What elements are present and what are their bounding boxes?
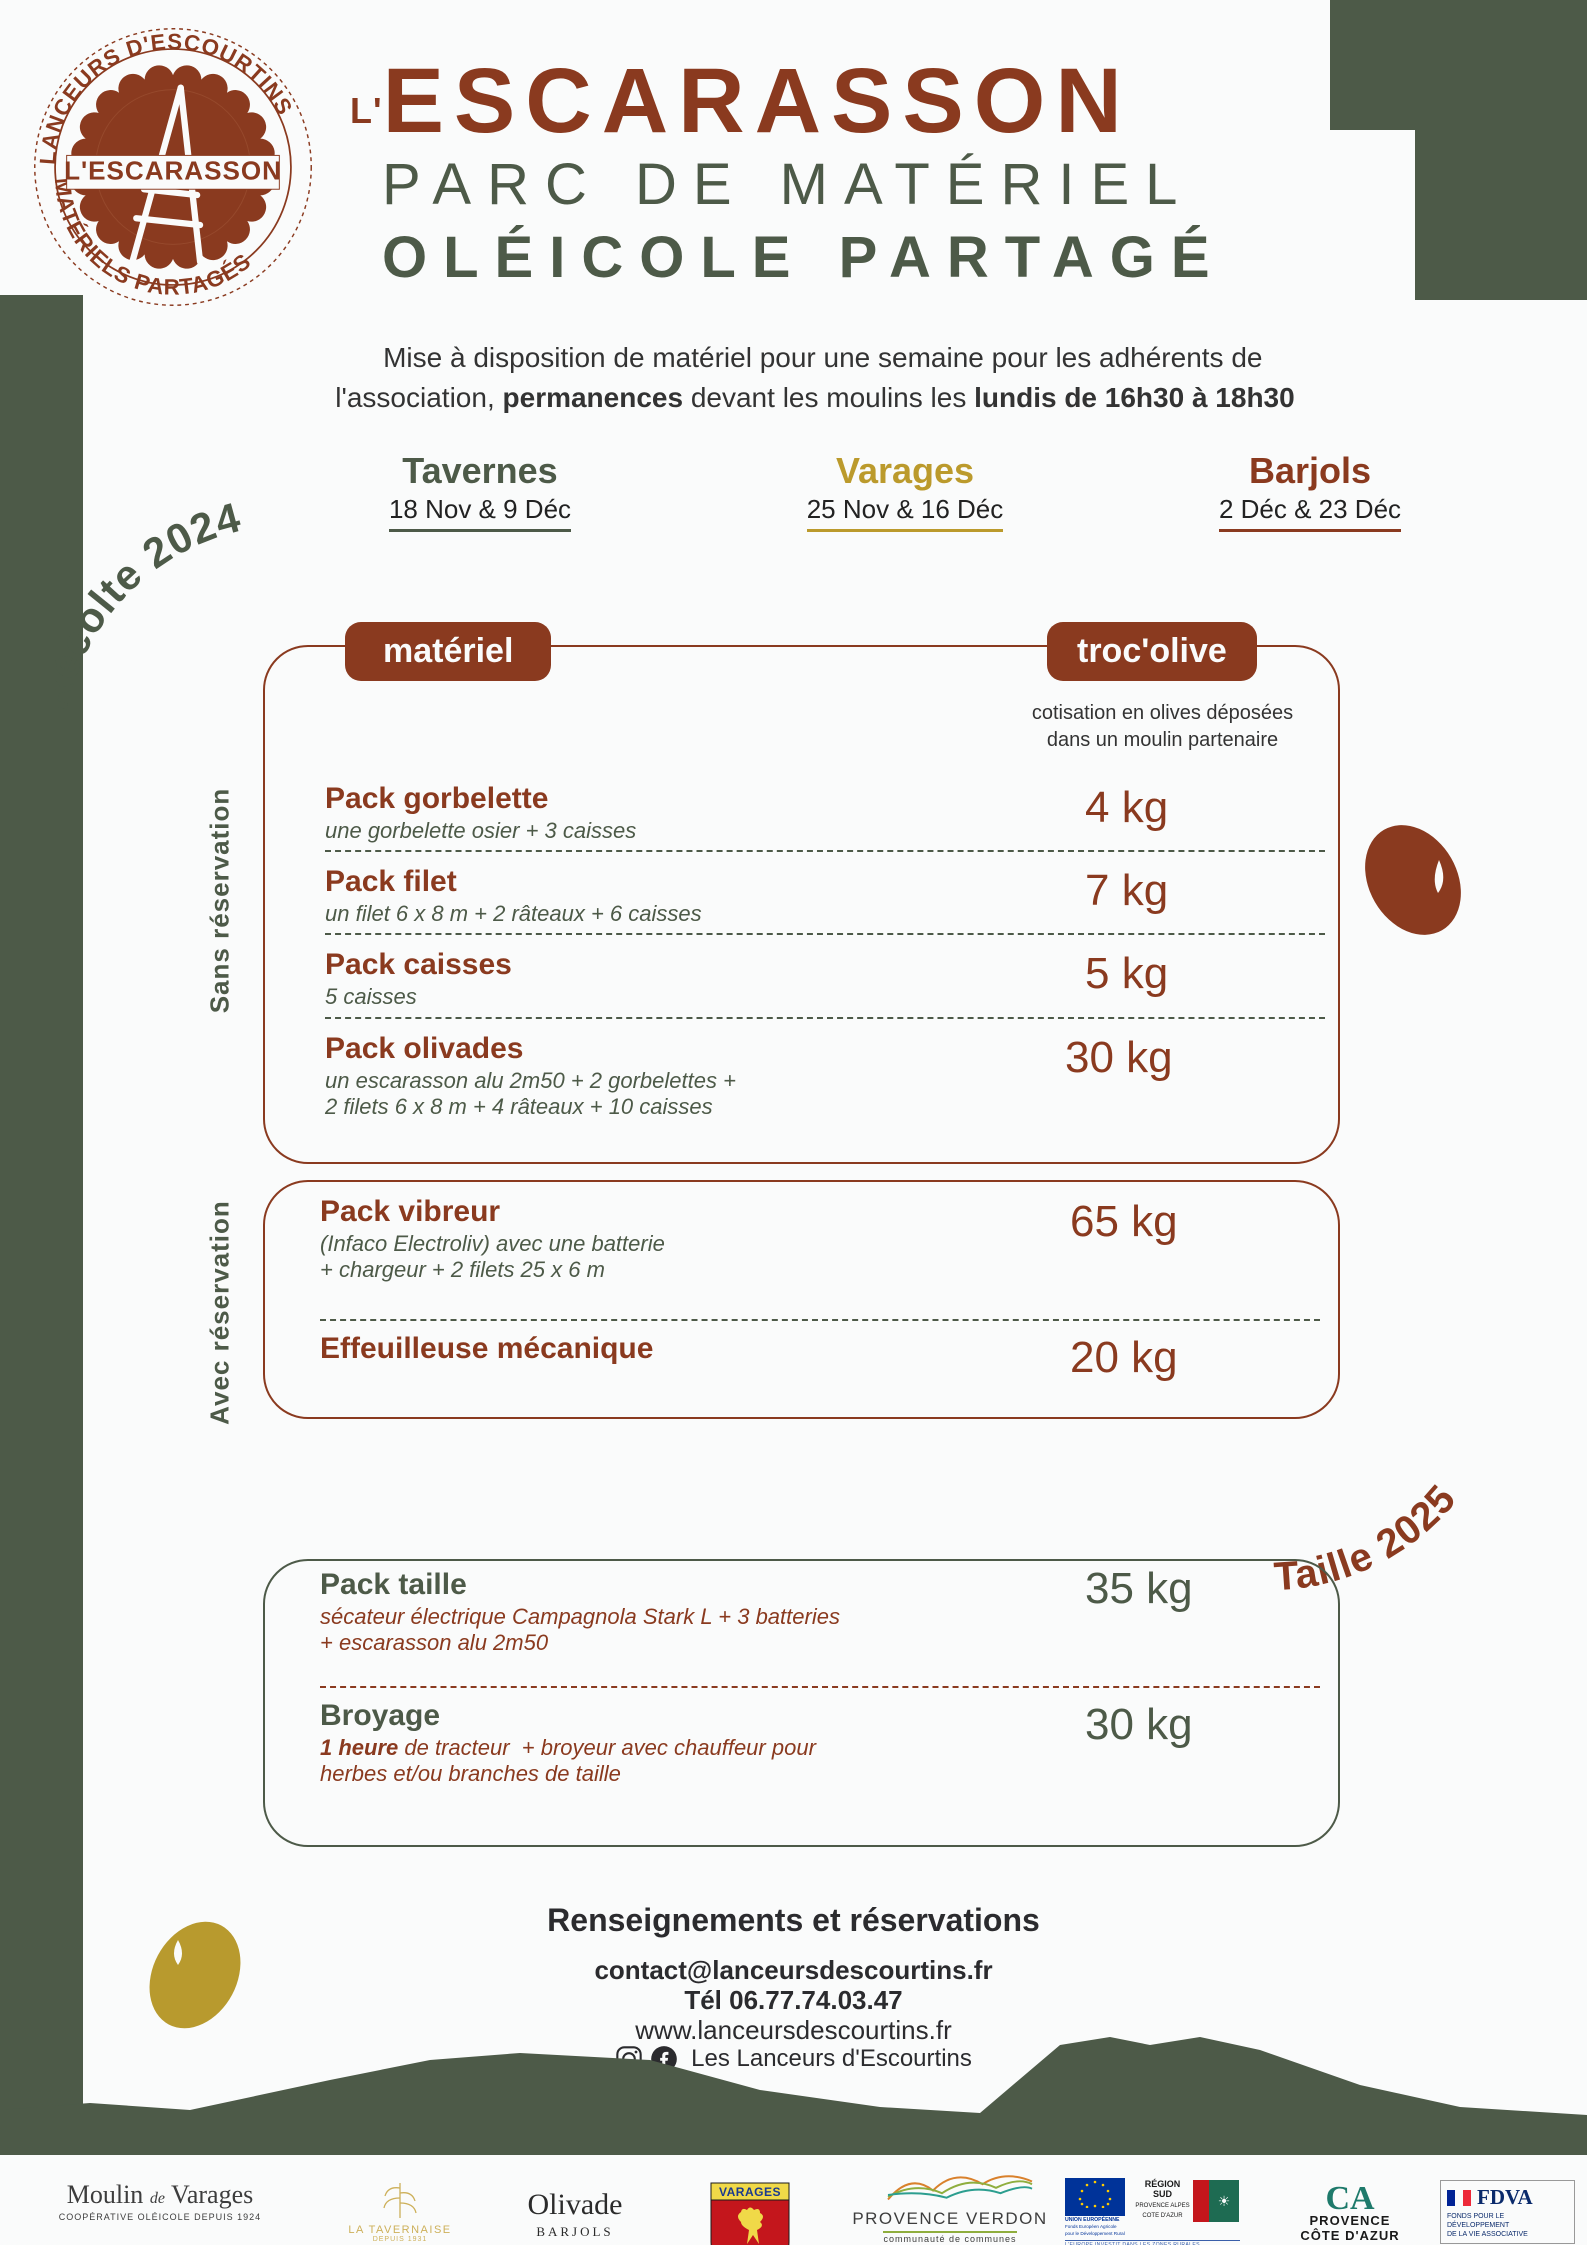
svg-text:L'ESCARASSON: L'ESCARASSON xyxy=(64,156,282,186)
svg-text:VARAGES: VARAGES xyxy=(719,2185,781,2199)
svg-text:Récolte 2024: Récolte 2024 xyxy=(55,493,246,714)
